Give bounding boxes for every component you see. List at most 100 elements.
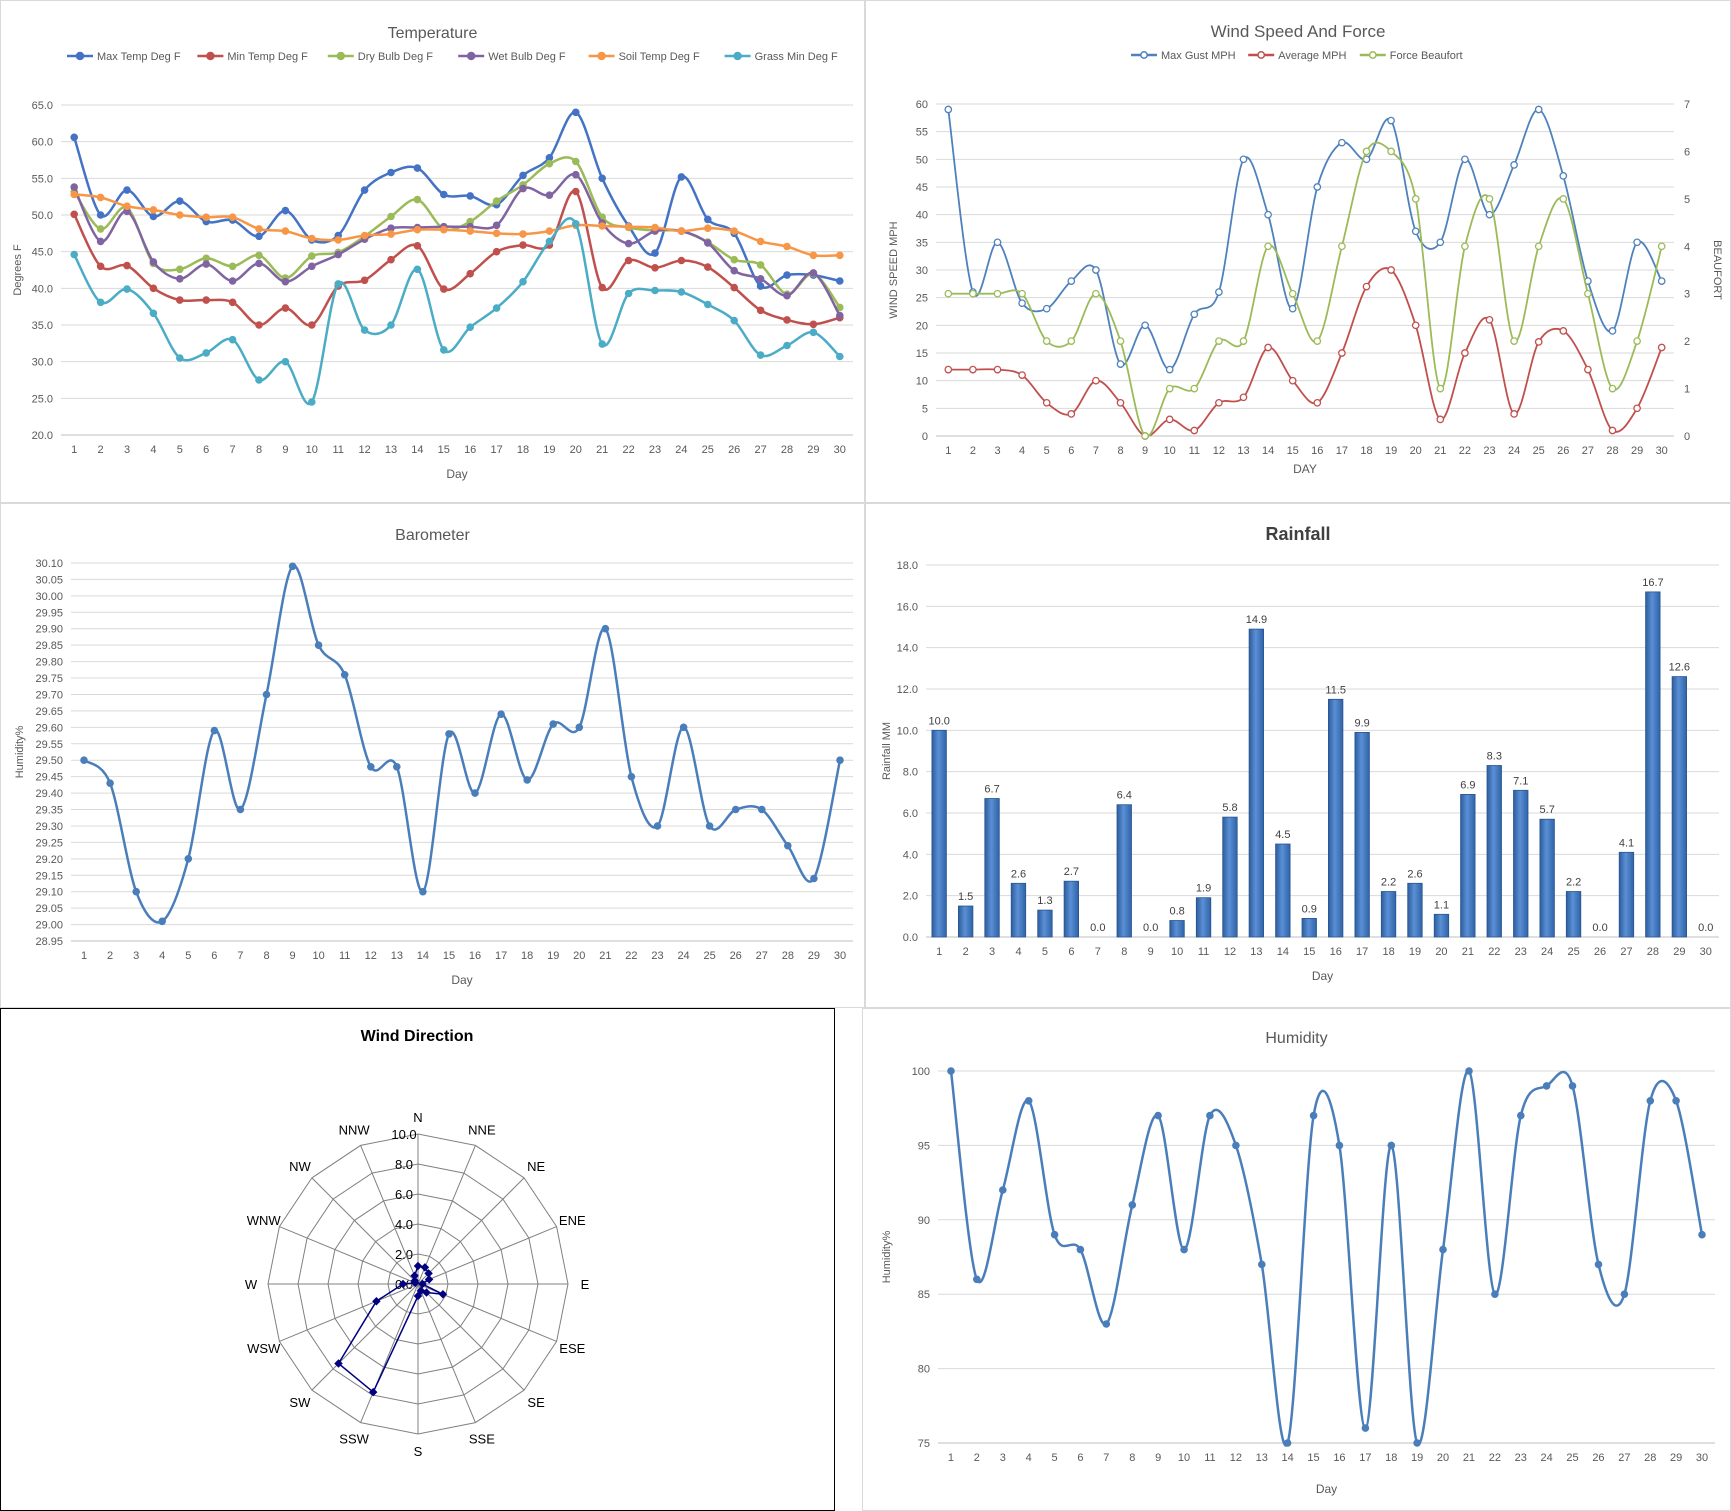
rainfall-bar [984, 798, 1000, 938]
series-line-humidity [949, 1069, 1704, 1447]
data-point [1338, 138, 1346, 147]
wind-direction-chart: Wind Direction0.02.04.06.08.010.0NNNENEE… [245, 1028, 590, 1459]
data-point [492, 221, 501, 230]
x-tick-label: 24 [677, 950, 689, 962]
x-tick-label: 4 [1019, 445, 1025, 457]
rainfall-bar [1618, 851, 1635, 938]
data-point [519, 184, 527, 193]
series-line-average-mph [948, 267, 1663, 437]
x-tick-label: 5 [1044, 445, 1050, 457]
data-point [440, 190, 448, 199]
y-tick-label: 12.0 [897, 684, 918, 696]
data-point [1672, 1097, 1680, 1105]
x-tick-label: 18 [521, 950, 533, 962]
x-tick-label: 27 [1620, 946, 1632, 958]
data-point [677, 256, 686, 265]
x-tick-label: 25 [702, 444, 714, 456]
data-point [784, 841, 792, 850]
x-tick-label: 26 [730, 950, 742, 962]
x-tick-label: 20 [1410, 445, 1422, 457]
data-point [70, 210, 78, 219]
temperature-chart: Temperature 20.0 25.0 30.0 35.0 40.0 45.0 50.0 5… [12, 25, 853, 481]
data-point [413, 225, 422, 234]
x-tick-label: 19 [1409, 946, 1421, 958]
y-tick-label: 29.65 [35, 706, 63, 718]
data-point [1092, 376, 1100, 385]
x-tick-label: 17 [490, 444, 502, 456]
x-tick-label: 9 [1142, 445, 1148, 457]
data-point [598, 222, 607, 230]
data-point [1309, 1111, 1318, 1120]
data-point [387, 321, 395, 329]
data-point [1154, 1111, 1162, 1120]
data-point [783, 316, 791, 324]
data-point [387, 230, 395, 238]
data-point [1067, 277, 1076, 285]
x-tick-label: 27 [1582, 445, 1594, 457]
x-tick-label: 23 [649, 444, 661, 456]
radar-tick-label: 4.0 [395, 1217, 413, 1232]
data-point [1232, 1141, 1240, 1150]
x-tick-label: 3 [1000, 1452, 1006, 1464]
x-tick-label: 24 [1541, 946, 1553, 958]
direction-label: ESE [559, 1341, 585, 1356]
y-tick-label: 55 [916, 127, 928, 139]
y-tick-label: 29.15 [35, 870, 63, 882]
x-tick-label: 22 [1488, 946, 1500, 958]
data-point [1436, 384, 1445, 393]
rainfall-bar [1037, 909, 1053, 938]
x-tick-label: 7 [1103, 1452, 1109, 1464]
data-point [466, 323, 475, 332]
rainfall-bar [1327, 698, 1344, 938]
x-tick-label: 21 [1434, 445, 1446, 457]
x-tick-label: 18 [517, 444, 529, 456]
data-point [944, 365, 953, 374]
data-point [944, 105, 953, 114]
data-point [1190, 384, 1199, 393]
data-point [281, 277, 290, 286]
data-point [255, 232, 263, 241]
data-point [158, 917, 166, 926]
data-point [471, 789, 479, 797]
bar-data-label: 2.2 [1566, 877, 1581, 889]
x-tick-label: 20 [573, 950, 585, 962]
data-point [176, 197, 184, 205]
x-tick-label: 5 [1051, 1452, 1057, 1464]
data-point [466, 227, 475, 235]
x-tick-label: 8 [256, 444, 262, 456]
x-tick-label: 5 [1042, 946, 1048, 958]
legend-marker [336, 51, 346, 61]
rainfall-bar [1116, 804, 1132, 938]
x-tick-label: 21 [596, 444, 608, 456]
legend-label: Wet Bulb Deg F [488, 51, 566, 63]
x-tick-label: 23 [1515, 1452, 1527, 1464]
data-point [730, 255, 739, 264]
bar-data-label: 0.0 [1090, 922, 1105, 934]
data-point [1461, 349, 1469, 357]
radar-spoke [311, 1177, 419, 1285]
x-tick-label: 24 [675, 444, 687, 456]
data-point [1633, 238, 1641, 247]
x-tick-label: 4 [1026, 1452, 1032, 1464]
legend-label: Dry Bulb Deg F [358, 51, 433, 63]
data-point [466, 192, 475, 200]
data-point [387, 255, 395, 264]
data-point [1067, 337, 1076, 345]
x-tick-label: 15 [1307, 1452, 1319, 1464]
data-point [1620, 1290, 1629, 1299]
bar-data-label: 9.9 [1355, 717, 1370, 729]
data-point [1128, 1201, 1137, 1209]
x-tick-label: 7 [237, 950, 243, 962]
y-tick-label: 60.0 [32, 137, 53, 149]
humidity-chart-panel: Humidity 75 80 85 90 95 100 1 2 3 4 5 6 7 8 9 10 11 12 13 14… [862, 1008, 1731, 1511]
barometer-chart-panel: Barometer 28.95 29.00 29.05 29.10 29.15 29.20 2… [0, 503, 865, 1008]
y2-tick-label: 0 [1684, 431, 1690, 443]
data-point [624, 239, 633, 248]
x-tick-label: 3 [994, 445, 1000, 457]
y-tick-label: 29.40 [35, 788, 63, 800]
x-tick-label: 9 [282, 444, 288, 456]
x-tick-label: 10 [1178, 1452, 1190, 1464]
data-point [679, 723, 688, 732]
data-point [1534, 105, 1543, 114]
